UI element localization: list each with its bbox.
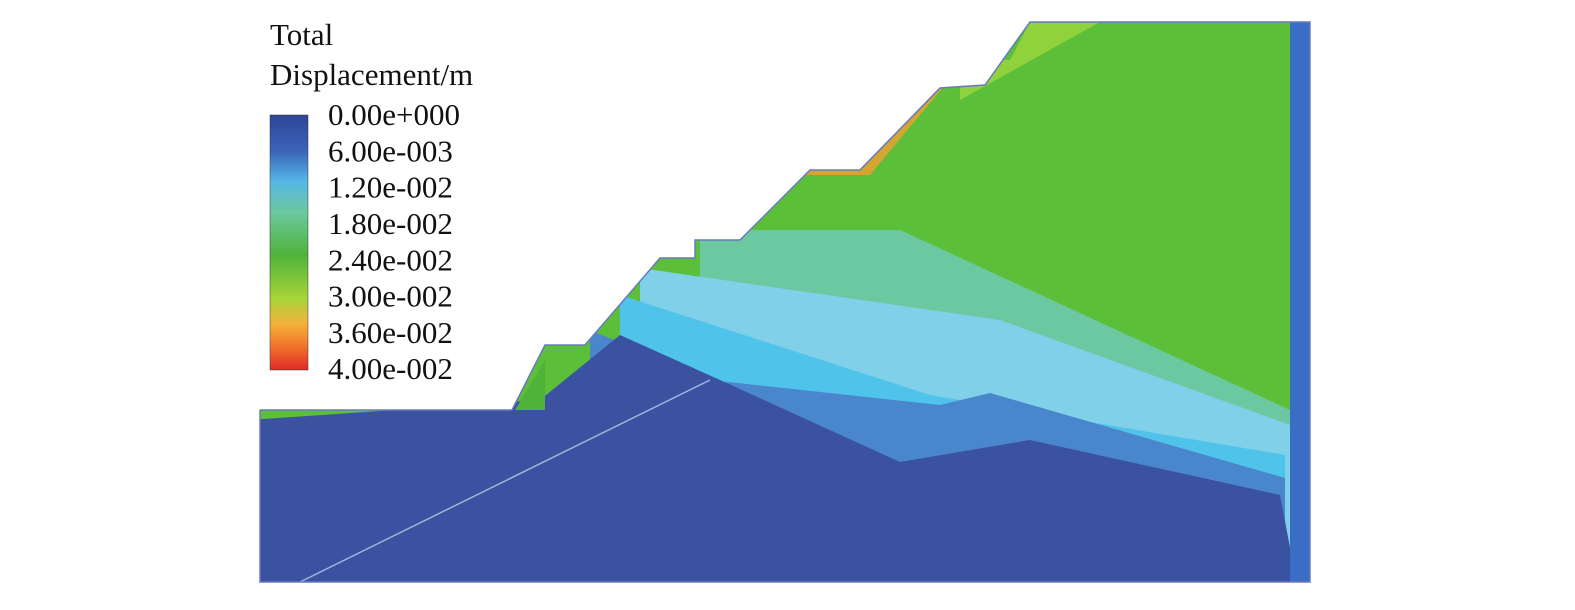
legend-label: 4.00e-002 [328,351,453,386]
legend-label: 1.80e-002 [328,206,453,241]
legend-label: 3.00e-002 [328,279,453,314]
domain-outline [259,21,1311,583]
legend-label: 0.00e+000 [328,97,460,132]
legend-label: 1.20e-002 [328,170,453,205]
legend-title: Total [270,17,333,52]
region [260,335,1300,582]
legend-labels: 0.00e+0006.00e-0031.20e-0021.80e-0022.40… [328,97,460,386]
legend-title: Displacement/m [270,57,473,92]
color-bar [269,114,309,371]
region [1290,22,1310,582]
legend-label: 3.60e-002 [328,315,453,350]
interface-line [299,379,711,582]
region [515,360,545,410]
legend-label: 2.40e-002 [328,242,453,277]
region [960,22,1100,100]
legend-label: 6.00e-003 [328,133,453,168]
